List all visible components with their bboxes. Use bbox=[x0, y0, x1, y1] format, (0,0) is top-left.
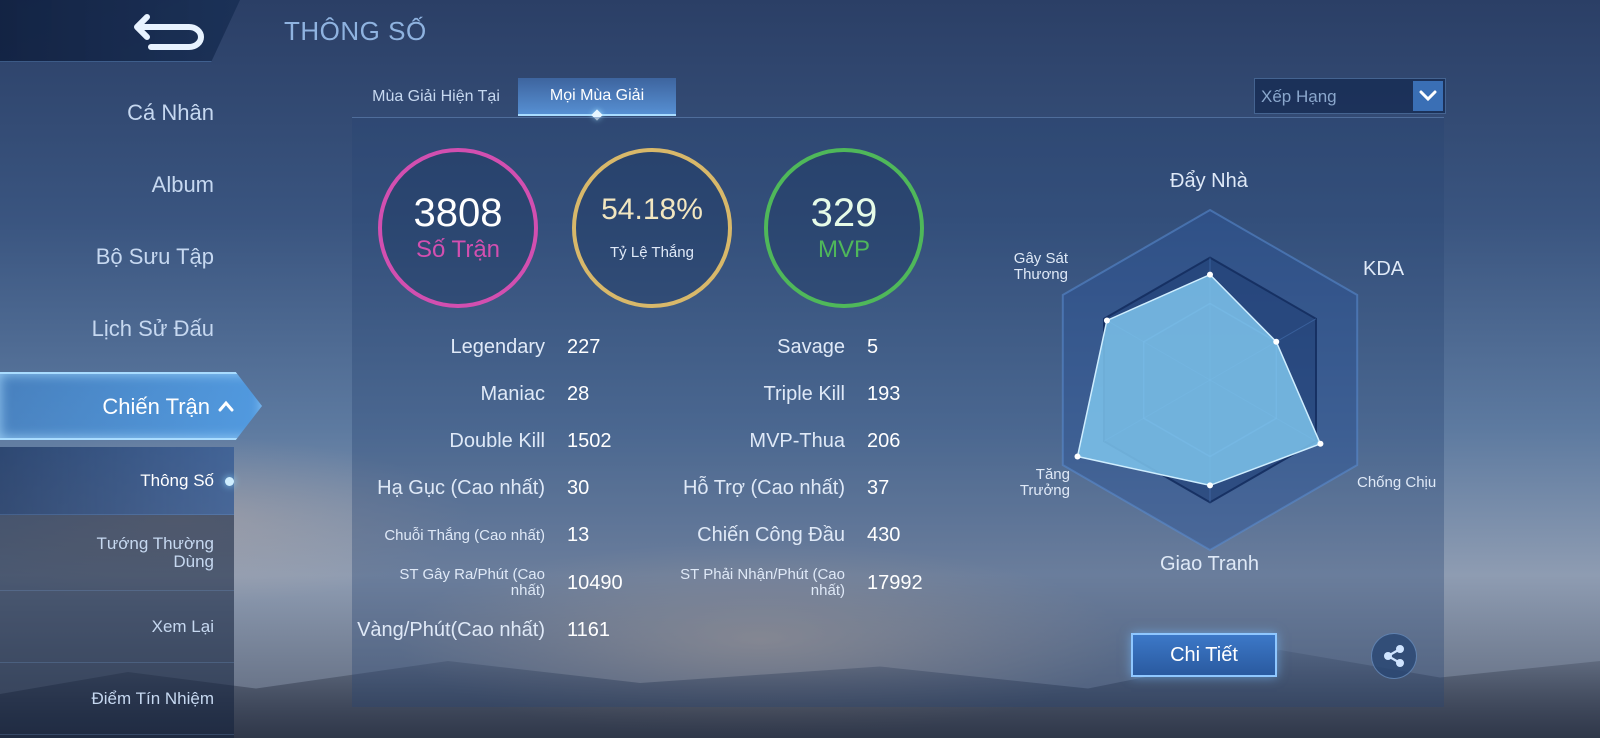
radar-point bbox=[1103, 317, 1110, 324]
back-button[interactable] bbox=[132, 8, 212, 54]
stat-label: Chiến Công Đầu bbox=[697, 524, 845, 546]
stat-label: ST Phải Nhận/Phút (Cao nhất) bbox=[680, 566, 845, 599]
stat-value: 17992 bbox=[867, 572, 923, 594]
radar-point bbox=[1317, 440, 1324, 447]
mvp-circle: 329 MVP bbox=[764, 148, 924, 308]
radar-axis-label: Giao Tranh bbox=[1160, 553, 1259, 575]
matches-circle: 3808 Số Trận bbox=[378, 148, 538, 308]
matches-label: Số Trận bbox=[415, 236, 501, 263]
sidebar-item-bo-suu-tap[interactable]: Bộ Sưu Tập bbox=[95, 244, 214, 269]
dropdown-value: Xếp Hạng bbox=[1261, 87, 1337, 106]
stat-value: 193 bbox=[867, 383, 901, 405]
stat-label: Triple Kill bbox=[763, 383, 846, 405]
radar-axis-label: Chống Chịu bbox=[1357, 474, 1437, 491]
matches-value: 3808 bbox=[413, 191, 503, 235]
stat-label: ST Gây Ra/Phút (Cao nhất) bbox=[399, 566, 545, 599]
radar-point bbox=[1207, 482, 1213, 489]
sidebar-item-ca-nhan[interactable]: Cá Nhân bbox=[127, 100, 214, 125]
sidebar-sub-thong-so[interactable]: Thông Số bbox=[0, 447, 234, 515]
page-title: THÔNG SỐ bbox=[284, 16, 427, 46]
stat-value: 10490 bbox=[567, 572, 623, 594]
detail-button[interactable]: Chi Tiết bbox=[1131, 633, 1277, 677]
stat-value: 13 bbox=[567, 524, 590, 546]
winrate-circle: 54.18% Tỷ Lệ Thắng bbox=[572, 148, 732, 308]
tab-current-season[interactable]: Mùa Giải Hiện Tại bbox=[372, 88, 500, 105]
radar-point bbox=[1273, 338, 1280, 345]
sidebar-active-label: Chiến Trận bbox=[102, 394, 210, 419]
radar-point bbox=[1074, 453, 1081, 460]
radar-axis-label: Đẩy Nhà bbox=[1170, 170, 1248, 192]
share-button[interactable] bbox=[1371, 633, 1417, 679]
stat-value: 28 bbox=[567, 383, 590, 405]
winrate-label: Tỷ Lệ Thắng bbox=[610, 244, 694, 261]
radar-point bbox=[1207, 271, 1213, 278]
sidebar-sub-label: Tướng Thường Dùng bbox=[96, 533, 214, 571]
stat-label: Hạ Gục (Cao nhất) bbox=[377, 477, 545, 499]
sidebar-sub-label: Xem Lại bbox=[151, 616, 214, 636]
radar-axis-label: Tăng Trưởng bbox=[1019, 466, 1070, 499]
stat-label: Vàng/Phút(Cao nhất) bbox=[357, 619, 545, 641]
stat-value: 1502 bbox=[567, 430, 612, 452]
stat-value: 227 bbox=[567, 336, 601, 358]
stat-label: Legendary bbox=[450, 336, 545, 358]
chevron-up-icon bbox=[218, 400, 234, 412]
radar-points bbox=[1074, 271, 1324, 489]
active-indicator-dot bbox=[225, 476, 234, 486]
sidebar-sub-tuong-thuong-dung[interactable]: Tướng Thường Dùng bbox=[0, 515, 234, 591]
chevron-down-icon bbox=[1419, 90, 1437, 102]
winrate-value: 54.18% bbox=[601, 193, 703, 226]
sidebar-sub-label: Thông Số bbox=[140, 470, 214, 490]
stat-value: 1161 bbox=[567, 619, 611, 641]
stat-value: 206 bbox=[867, 430, 901, 452]
sidebar-subpanel: Thông Số Tướng Thường Dùng Xem Lại Điểm … bbox=[0, 447, 234, 738]
stat-value: 430 bbox=[867, 524, 901, 546]
sidebar-sub-xem-lai[interactable]: Xem Lại bbox=[0, 591, 234, 663]
sidebar-item-lich-su-dau[interactable]: Lịch Sử Đấu bbox=[91, 316, 214, 341]
stat-value: 37 bbox=[867, 477, 890, 499]
sidebar-sub-label: Điểm Tín Nhiệm bbox=[91, 688, 215, 708]
sidebar-sub-diem-tin-nhiem[interactable]: Điểm Tín Nhiệm bbox=[0, 663, 234, 735]
stat-label: Hỗ Trợ (Cao nhất) bbox=[682, 477, 845, 499]
stat-label: MVP-Thua bbox=[749, 430, 845, 452]
stat-value: 5 bbox=[867, 336, 879, 358]
stat-label: Chuỗi Thắng (Cao nhất) bbox=[384, 527, 545, 544]
radar-axis-label: Gây Sát Thương bbox=[1013, 250, 1068, 283]
mvp-value: 329 bbox=[810, 191, 878, 235]
radar-axis-label: KDA bbox=[1363, 258, 1405, 280]
tab-all-seasons[interactable]: Mọi Mùa Giải bbox=[518, 78, 676, 116]
stat-label: Maniac bbox=[480, 383, 545, 405]
mvp-label: MVP bbox=[817, 236, 870, 263]
dropdown-button[interactable] bbox=[1413, 81, 1443, 111]
stat-label: Double Kill bbox=[449, 430, 545, 452]
sidebar-item-album[interactable]: Album bbox=[151, 172, 214, 197]
mode-dropdown[interactable]: Xếp Hạng bbox=[1254, 78, 1446, 114]
sidebar-item-chien-tran[interactable]: Chiến Trận bbox=[0, 372, 262, 440]
share-icon bbox=[1384, 645, 1404, 667]
back-arrow-icon bbox=[134, 14, 204, 50]
radar-chart bbox=[1061, 208, 1359, 552]
stat-label: Savage bbox=[777, 336, 845, 358]
stat-value: 30 bbox=[567, 477, 590, 499]
